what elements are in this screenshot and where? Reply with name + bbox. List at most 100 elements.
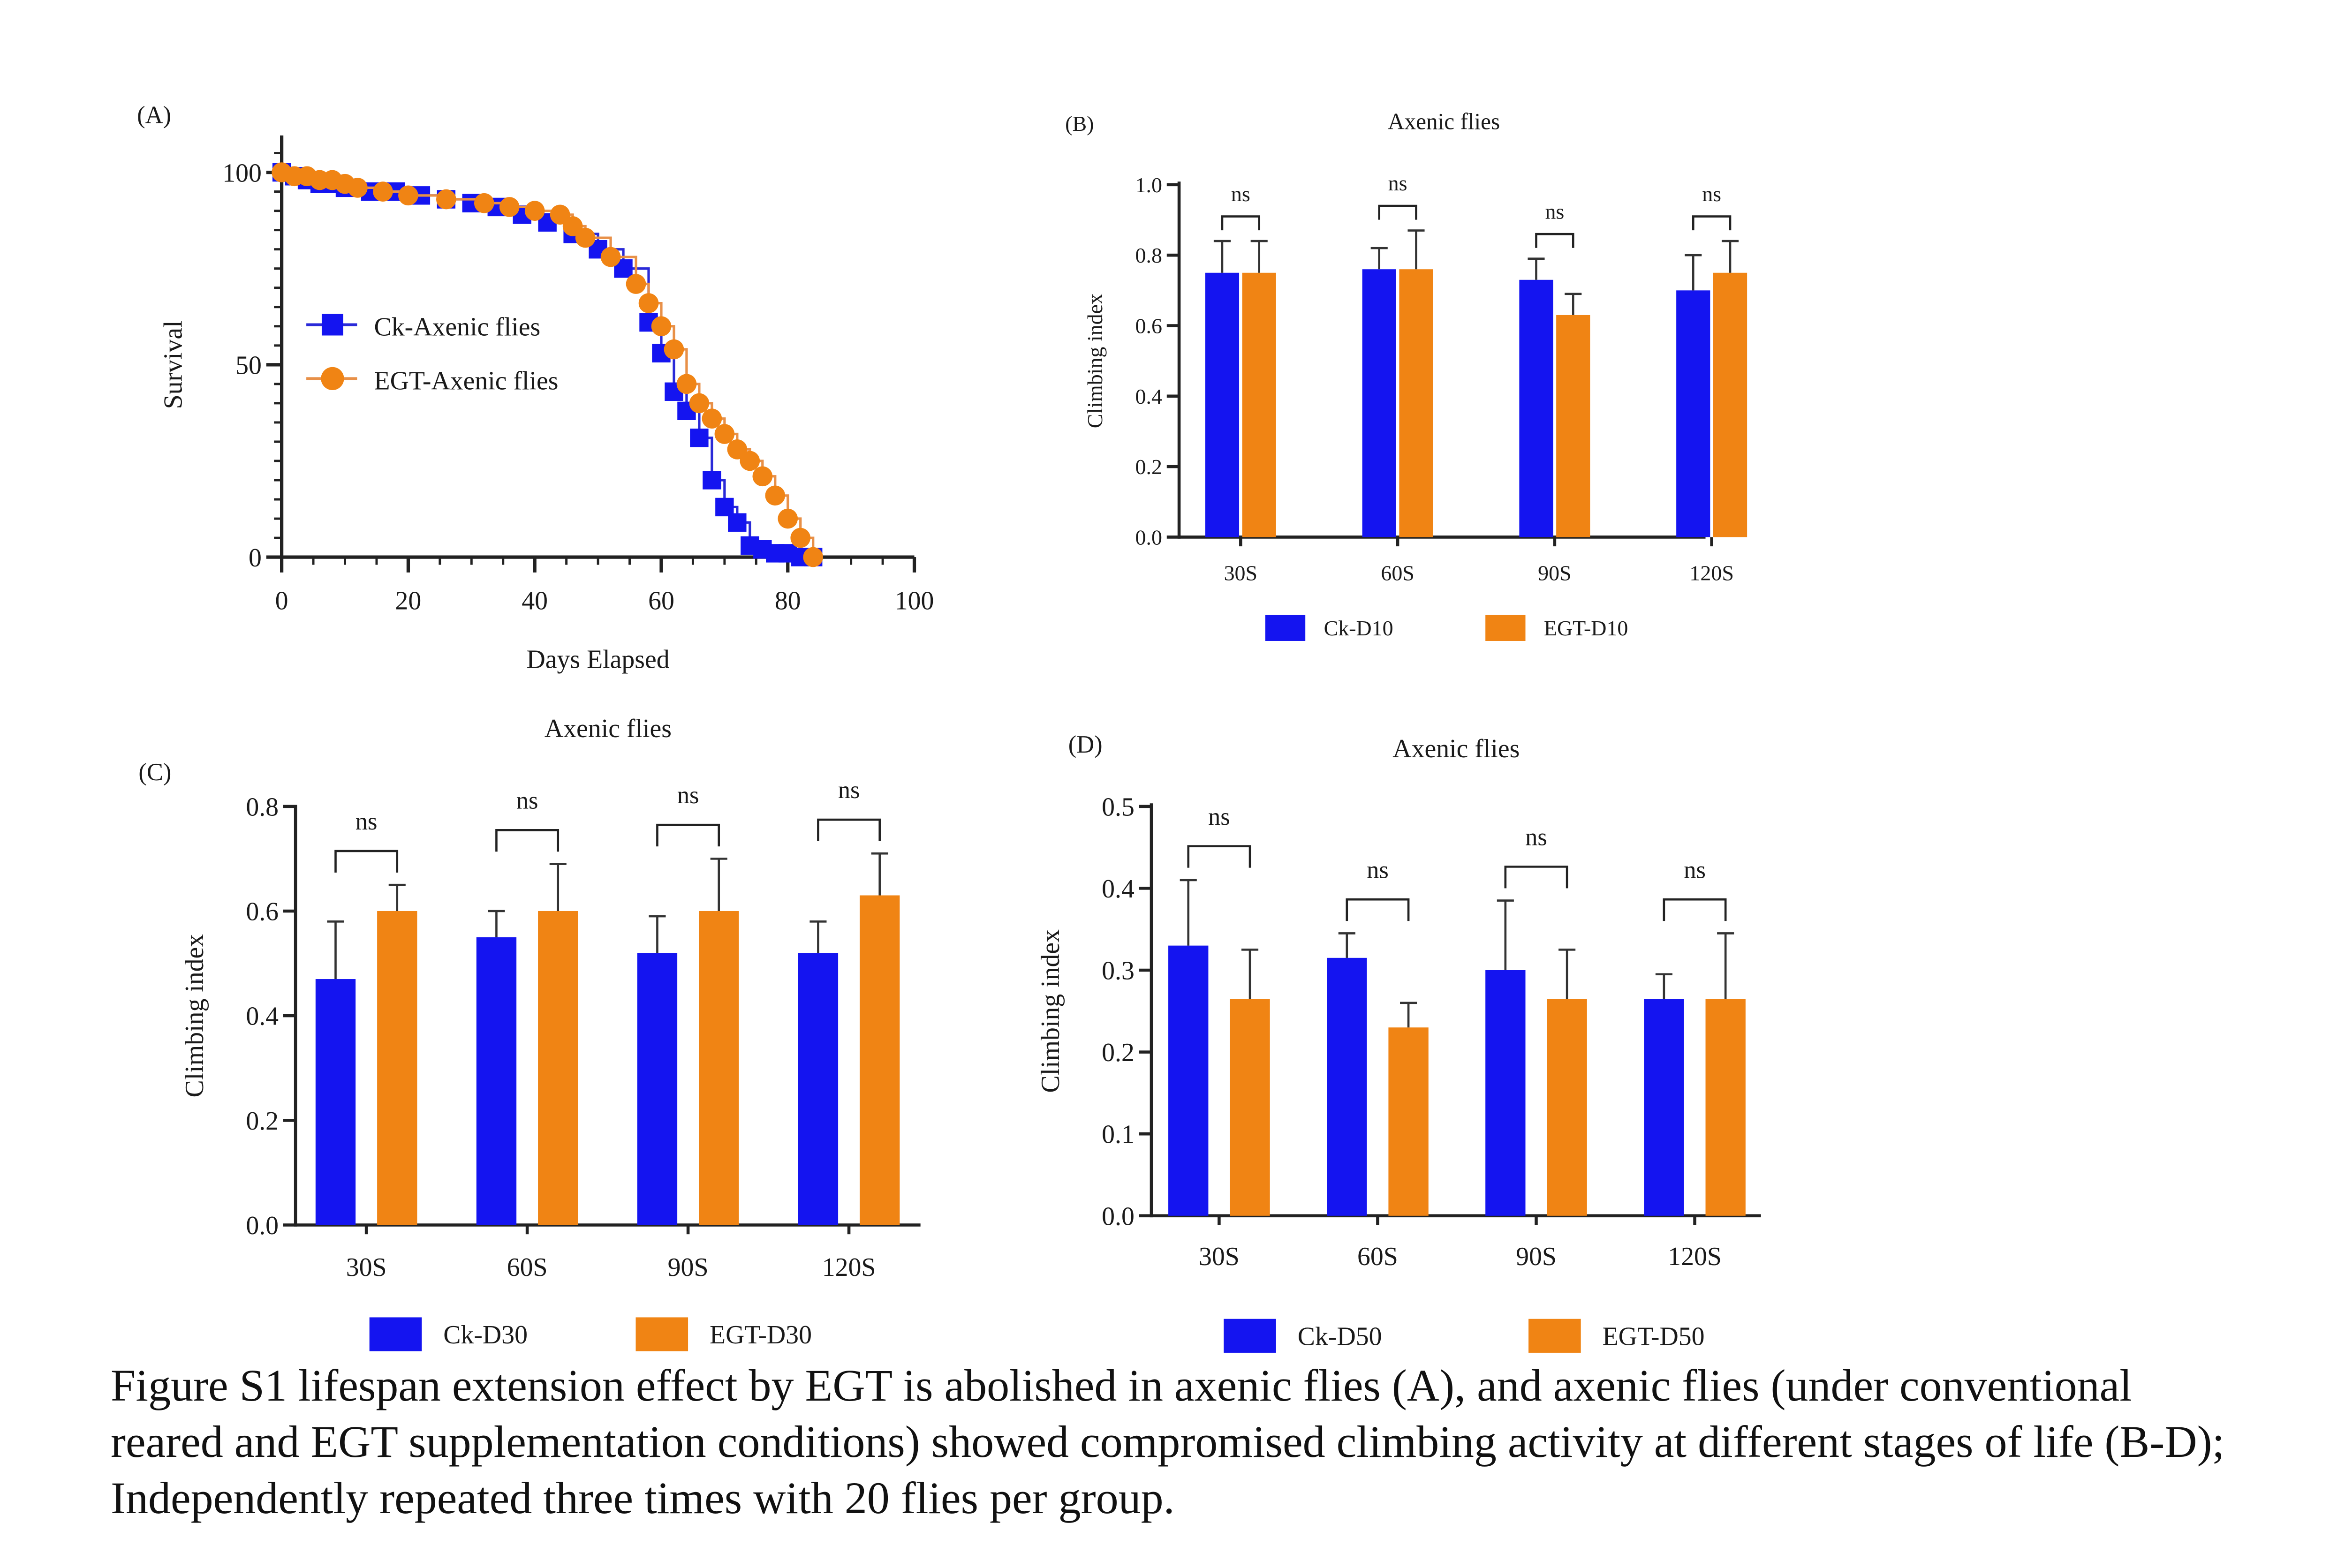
bar-ck-d10-90s [1519, 279, 1553, 537]
y-tick-label: 0.3 [1102, 957, 1135, 986]
bar-ck-d30-90s [637, 953, 678, 1225]
significance-bracket [1221, 215, 1261, 231]
significance-bracket [817, 818, 881, 841]
y-tick-label: 0.6 [246, 897, 279, 927]
significance-bracket [1663, 898, 1727, 921]
x-tick-label: 60S [507, 1253, 548, 1282]
figure-caption: Figure S1 lifespan extension effect by E… [111, 1357, 2345, 1526]
legend-label: Ck-D30 [443, 1320, 528, 1349]
survival-point [690, 429, 709, 447]
x-tick-label: 60S [1381, 561, 1415, 585]
y-axis-label: Climbing index [1083, 294, 1107, 428]
bar-ck-d50-30s [1168, 945, 1209, 1216]
legend-swatch-ck [1224, 1319, 1276, 1353]
y-axis-label: Climbing index [180, 934, 209, 1098]
significance-label: ns [1367, 856, 1389, 883]
panel-a-x-axis-label: Days Elapsed [526, 645, 669, 674]
legend-swatch-egt [1528, 1319, 1581, 1353]
x-tick-label: 60S [1357, 1242, 1398, 1271]
significance-bracket [1504, 866, 1568, 889]
survival-point [499, 197, 520, 217]
survival-point [790, 528, 811, 548]
survival-point [664, 339, 684, 360]
panel-c-label: (C) [138, 759, 171, 786]
panel-a-x-tick-label: 20 [395, 587, 422, 616]
significance-label: ns [1231, 182, 1250, 206]
chart-title: Axenic flies [1392, 734, 1520, 763]
survival-point [702, 408, 722, 429]
survival-point [765, 485, 786, 506]
caption-line-3: Independently repeated three times with … [111, 1473, 1175, 1523]
survival-point [348, 178, 368, 198]
y-tick-label: 0.4 [1135, 384, 1162, 408]
panel-b-label: (B) [1065, 112, 1094, 136]
significance-bracket [1535, 233, 1574, 248]
panel-a-x-tick-label: 0 [275, 587, 288, 616]
legend-swatch-egt [1485, 615, 1526, 641]
bar-egt-d50-90s [1547, 999, 1587, 1216]
chart-title: Axenic flies [1388, 109, 1500, 135]
panel-a-y-tick-label: 0 [249, 543, 262, 573]
y-tick-label: 0.8 [1135, 243, 1162, 267]
survival-point [524, 201, 545, 221]
y-tick-label: 0.2 [246, 1107, 279, 1136]
caption-line-1: Figure S1 lifespan extension effect by E… [111, 1360, 2132, 1410]
significance-label: ns [1684, 856, 1706, 883]
legend-label: Ck-D50 [1298, 1322, 1382, 1351]
legend-swatch-ck [369, 1317, 422, 1351]
survival-point [703, 471, 721, 490]
significance-bracket [1187, 845, 1251, 868]
bar-ck-d10-60s [1362, 269, 1396, 537]
legend-swatch-ck [321, 314, 343, 336]
x-tick-label: 90S [1516, 1242, 1557, 1271]
bar-egt-d50-30s [1230, 999, 1270, 1216]
legend-swatch-egt [321, 367, 344, 391]
significance-label: ns [1208, 803, 1230, 830]
legend-label: EGT-Axenic flies [374, 366, 559, 395]
survival-point [740, 451, 760, 471]
x-tick-label: 30S [1199, 1242, 1240, 1271]
panel-a-x-tick-label: 80 [775, 587, 801, 616]
bar-egt-d10-90s [1556, 315, 1590, 537]
survival-point [436, 189, 456, 210]
panel-d-label: (D) [1068, 731, 1103, 758]
survival-point [752, 466, 773, 487]
panel-a-x-tick-label: 100 [895, 587, 934, 616]
bar-egt-d30-30s [377, 911, 417, 1225]
x-tick-label: 120S [822, 1253, 876, 1282]
y-tick-label: 0.5 [1102, 792, 1135, 822]
x-tick-label: 30S [1224, 561, 1258, 585]
y-tick-label: 0.0 [1135, 526, 1162, 550]
caption-line-2: reared and EGT supplementation condition… [111, 1417, 2225, 1467]
survival-point [728, 513, 747, 532]
x-tick-label: 120S [1668, 1242, 1722, 1271]
y-tick-label: 0.4 [246, 1002, 279, 1031]
significance-bracket [1692, 215, 1732, 231]
survival-point [373, 181, 393, 202]
x-tick-label: 30S [346, 1253, 387, 1282]
significance-bracket [334, 850, 399, 873]
panel-a-survival-chart: (A) 0 50 100 0 20 40 60 80 100 Days Elapsed Surviva… [137, 102, 934, 674]
panel-c-climbing-chart: (C) Axenic flies 0.0 0.2 0.4 0.6 0.8 Climbing i… [138, 714, 921, 1351]
bar-egt-d30-90s [699, 911, 739, 1225]
significance-bracket [656, 823, 720, 847]
bar-ck-d10-120s [1676, 290, 1710, 537]
y-tick-label: 0.8 [246, 792, 279, 822]
significance-bracket [1346, 898, 1410, 921]
bar-ck-d50-90s [1485, 970, 1526, 1216]
survival-point [676, 374, 697, 394]
survival-point [638, 293, 659, 313]
legend-label: EGT-D10 [1544, 616, 1628, 640]
y-axis-label: Climbing index [1036, 929, 1065, 1093]
panel-a-y-tick-label: 100 [222, 158, 262, 188]
survival-point [651, 316, 672, 337]
survival-point [626, 274, 646, 294]
legend-label: Ck-D10 [1324, 616, 1393, 640]
x-tick-label: 90S [1538, 561, 1572, 585]
significance-label: ns [1702, 182, 1721, 206]
significance-bracket [1378, 204, 1417, 220]
bar-ck-d30-60s [476, 937, 517, 1225]
y-tick-label: 0.1 [1102, 1120, 1135, 1149]
survival-point [575, 227, 596, 248]
